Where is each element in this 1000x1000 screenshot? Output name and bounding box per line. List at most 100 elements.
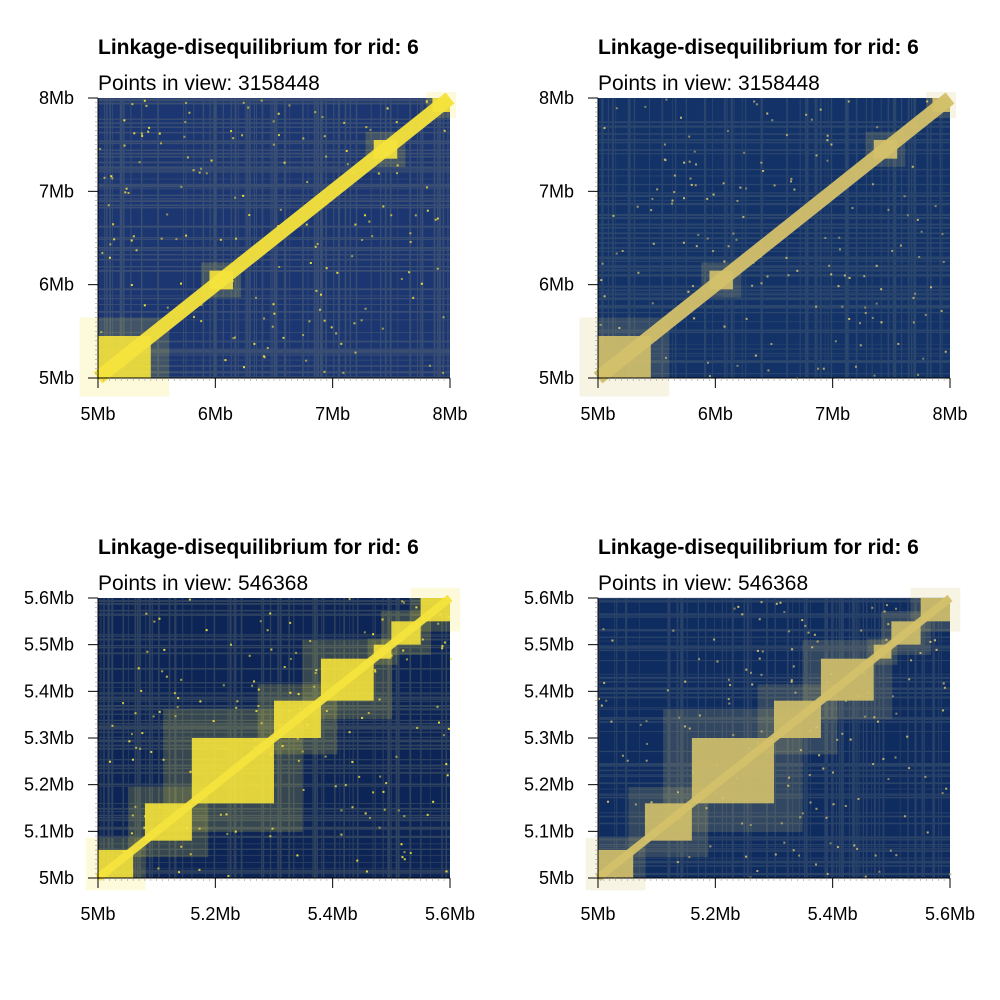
ld-block — [920, 598, 950, 622]
ld-block-halo — [701, 262, 742, 298]
ld-speckle — [192, 169, 195, 172]
ld-speckle — [419, 125, 422, 128]
ld-speckle — [368, 220, 371, 223]
ld-speckle — [826, 139, 829, 142]
ld-speckle — [798, 854, 801, 857]
ld-speckle — [319, 293, 322, 296]
ld-speckle — [758, 657, 761, 660]
ld-speckle — [719, 276, 722, 279]
ld-speckle — [872, 183, 875, 186]
ld-speckle — [133, 132, 136, 135]
ld-speckle — [885, 638, 888, 641]
ld-speckle — [323, 370, 326, 373]
ld-speckle — [446, 774, 449, 777]
ld-speckle — [146, 650, 149, 653]
points-in-view-label: Points in view: 546368 — [98, 572, 309, 595]
ld-speckle — [644, 105, 647, 108]
ld-speckle — [403, 858, 406, 861]
y-tick-label: 5Mb — [539, 868, 574, 888]
ld-speckle — [737, 262, 740, 265]
ld-speckle — [348, 598, 351, 601]
ld-speckle — [650, 801, 653, 804]
ld-speckle — [296, 854, 299, 857]
ld-speckle — [706, 197, 709, 200]
ld-speckle — [808, 774, 811, 777]
axes: 5Mb 6Mb 7Mb 8Mb 5Mb 6Mb 7Mb 8Mb — [539, 88, 968, 424]
ld-speckle — [297, 693, 300, 696]
ld-speckle — [442, 316, 445, 319]
ld-speckle — [804, 624, 807, 627]
ld-speckle — [257, 688, 260, 691]
ld-speckle — [836, 738, 839, 741]
ld-speckle — [351, 255, 354, 258]
ld-speckle — [891, 695, 894, 698]
ld-block-halo — [426, 91, 457, 119]
ld-speckle — [687, 805, 690, 808]
ld-speckle — [426, 813, 429, 816]
ld-speckle — [706, 237, 709, 240]
ld-speckle — [247, 106, 250, 109]
ld-speckle — [138, 161, 141, 164]
ld-speckle — [237, 257, 240, 260]
ld-speckle — [745, 668, 748, 671]
ld-speckle — [253, 746, 256, 749]
ld-speckle — [188, 111, 191, 114]
ld-speckle — [723, 260, 726, 263]
ld-speckle — [790, 680, 793, 683]
ld-speckle — [253, 680, 256, 683]
ld-speckle — [745, 187, 748, 190]
ld-speckle — [712, 193, 715, 196]
ld-speckle — [200, 167, 203, 170]
ld-speckle — [841, 305, 844, 308]
ld-speckle — [377, 172, 380, 175]
y-tick-label: 5.5Mb — [524, 635, 574, 655]
ld-speckle — [844, 804, 847, 807]
ld-speckle — [414, 214, 417, 217]
ld-speckle — [180, 845, 183, 848]
ld-speckle — [321, 116, 324, 119]
ld-speckle — [383, 808, 386, 811]
ld-speckle — [378, 698, 381, 701]
ld-speckle — [263, 317, 266, 320]
ld-speckle — [288, 710, 291, 713]
ld-speckle — [858, 322, 861, 325]
ld-speckle — [935, 648, 938, 651]
ld-speckle — [351, 806, 354, 809]
ld-speckle — [420, 282, 423, 285]
ld-speckle — [607, 800, 610, 803]
ld-speckle — [235, 706, 238, 709]
ld-speckle — [693, 317, 696, 320]
ld-speckle — [134, 805, 137, 808]
ld-speckle — [860, 629, 863, 632]
ld-speckle — [753, 100, 756, 103]
ld-speckle — [334, 785, 337, 788]
ld-speckle — [231, 280, 234, 283]
ld-speckle — [185, 234, 188, 237]
ld-speckle — [409, 852, 412, 855]
ld-speckle — [612, 214, 615, 217]
ld-speckle — [873, 374, 876, 377]
ld-speckle — [688, 856, 691, 859]
ld-speckle — [100, 331, 103, 334]
ld-speckle — [184, 121, 187, 124]
ld-speckle — [212, 720, 215, 723]
ld-heatmap-plot: 5Mb 6Mb 7Mb 8Mb 5Mb 6Mb 7Mb 8Mb — [539, 88, 968, 424]
ld-block — [644, 803, 692, 841]
ld-speckle — [654, 338, 657, 341]
ld-speckle — [269, 835, 272, 838]
ld-speckle — [735, 238, 738, 241]
ld-speckle — [415, 606, 418, 609]
x-tick-label: 8Mb — [432, 404, 467, 424]
ld-speckle — [130, 239, 133, 242]
ld-speckle — [273, 312, 276, 315]
ld-speckle — [736, 199, 739, 202]
ld-speckle — [830, 273, 833, 276]
ld-speckle — [790, 679, 793, 682]
ld-speckle — [818, 754, 821, 757]
ld-speckle — [442, 734, 445, 737]
ld-speckle — [421, 638, 424, 641]
ld-speckle — [205, 172, 208, 175]
x-tick-label: 5Mb — [80, 404, 115, 424]
ld-speckle — [323, 135, 326, 138]
ld-panel-bottom-left: Linkage-disequilibrium for rid: 6 Points… — [0, 500, 500, 1000]
